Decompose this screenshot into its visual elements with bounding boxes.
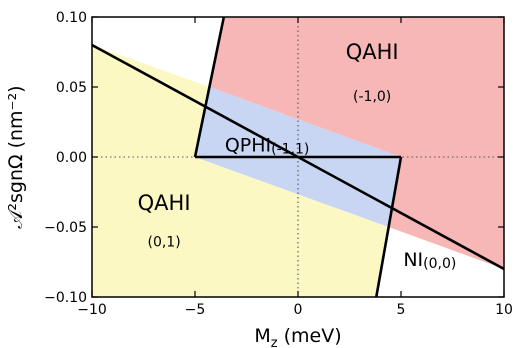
y-tick-label-1: −0.05 — [44, 220, 87, 236]
x-tick-label-4: 10 — [495, 302, 513, 318]
x-tick-label-0: −10 — [77, 302, 107, 318]
region-label-4: QPHI(-1,1) — [225, 134, 310, 157]
region-label-5: NI(0,0) — [403, 249, 456, 272]
x-tick-label-1: −5 — [185, 302, 206, 318]
x-axis-label: M — [254, 325, 270, 347]
y-tick-label-0: −0.10 — [44, 290, 87, 306]
y-tick-label-2: 0.00 — [56, 150, 87, 166]
y-tick-label-3: 0.05 — [56, 80, 87, 96]
region-qahi-0 — [92, 45, 389, 297]
y-tick-label-4: 0.10 — [56, 10, 87, 26]
region-qahi-1 — [209, 17, 504, 269]
tick-layer: −10 −5 0 5 10 −0.10 −0.05 0.00 0.05 0.10 — [44, 10, 513, 318]
x-tick-label-3: 5 — [397, 302, 406, 318]
phase-boundary-3 — [374, 156, 403, 297]
x-tick-label-2: 0 — [294, 302, 303, 318]
y-axis-title: 𝒜²sgnΩ (nm⁻²) — [5, 85, 27, 228]
x-axis-title: Mz (meV) — [254, 325, 341, 348]
region-label-2: QAHI — [138, 191, 191, 215]
region-label-1: (-1,0) — [353, 89, 391, 105]
phase-boundary-2 — [193, 17, 226, 158]
x-axis-label-sub: z — [271, 336, 278, 348]
boundary-layer — [92, 17, 504, 297]
x-axis-label-unit: (meV) — [278, 325, 342, 347]
region-label-layer: QAHI (-1,0) QAHI (0,1) QPHI(-1,1) NI(0,0) — [138, 40, 457, 272]
region-label-0: QAHI — [346, 40, 399, 64]
region-label-3: (0,1) — [147, 235, 180, 251]
